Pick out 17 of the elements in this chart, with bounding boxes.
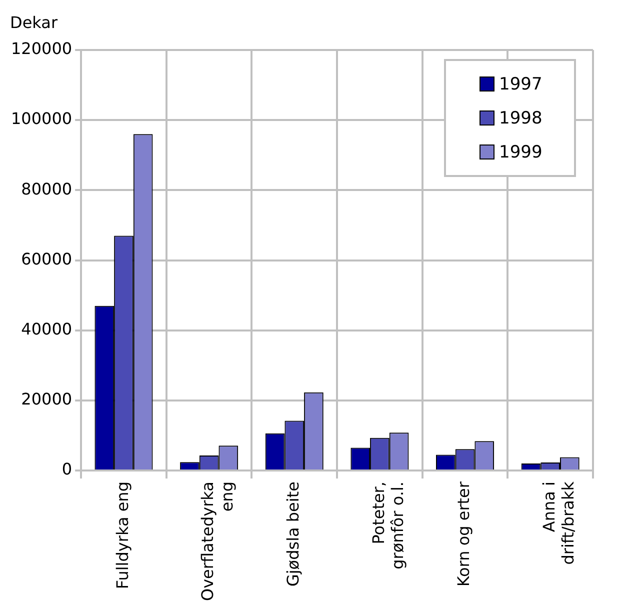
y-tick-label: 80000 [21, 179, 72, 198]
y-tick-label: 40000 [21, 320, 72, 339]
legend-label: 1997 [499, 74, 542, 94]
y-axis-title: Dekar [10, 13, 58, 32]
x-tick-label: Gjødsla beite [284, 482, 303, 587]
y-tick-label: 100000 [11, 109, 72, 128]
x-tick-label: Overflatedyrka eng [198, 482, 236, 602]
legend-label: 1999 [499, 142, 542, 162]
y-tick-label: 60000 [21, 249, 72, 268]
x-tick-label: Korn og erter [454, 481, 474, 587]
legend-label: 1998 [499, 108, 542, 128]
x-tick-label: Fulldyrka eng [112, 482, 132, 590]
x-tick-label: Anna i drift/brakk [539, 480, 578, 565]
y-tick-label: 20000 [21, 390, 72, 409]
y-tick-label: 0 [62, 460, 72, 479]
y-tick-label: 120000 [11, 39, 72, 58]
x-tick-label: Poteter, grønfôr o.l. [368, 482, 408, 570]
